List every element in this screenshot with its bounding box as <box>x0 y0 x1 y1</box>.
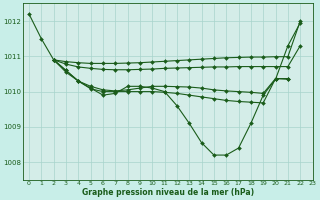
X-axis label: Graphe pression niveau de la mer (hPa): Graphe pression niveau de la mer (hPa) <box>82 188 254 197</box>
